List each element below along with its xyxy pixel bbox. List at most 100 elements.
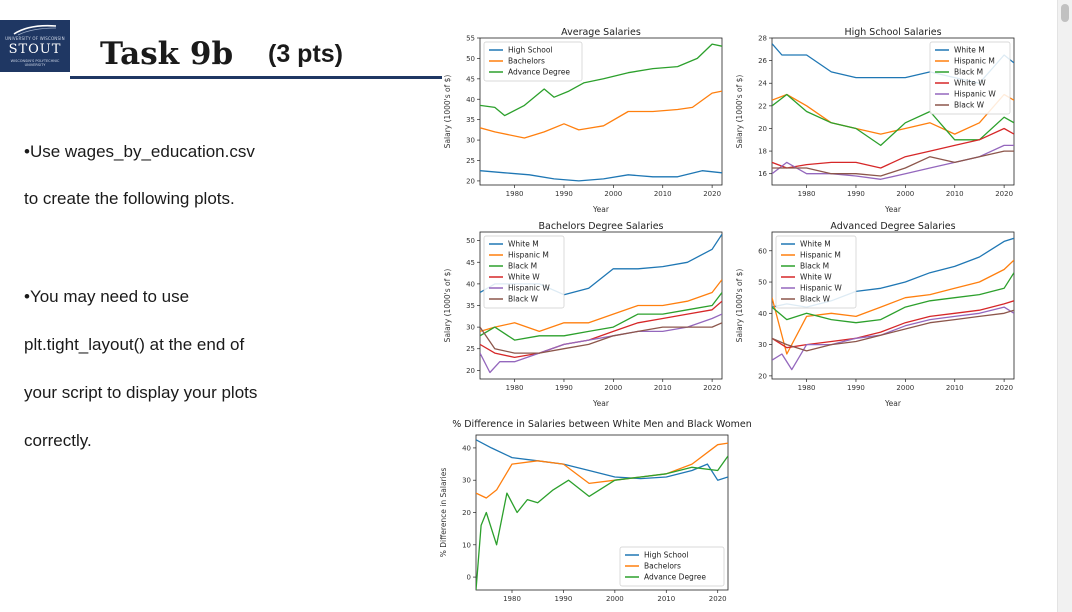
y-tick-label: 30 xyxy=(466,324,475,332)
series-line xyxy=(476,439,728,481)
x-tick-label: 2020 xyxy=(995,384,1013,392)
y-axis-label: Salary (1000's of $) xyxy=(735,75,744,149)
y-tick-label: 20 xyxy=(466,367,475,375)
legend-label: White M xyxy=(800,240,831,249)
x-tick-label: 1980 xyxy=(798,384,816,392)
plot-title: Advanced Degree Salaries xyxy=(830,221,955,232)
x-tick-label: 2010 xyxy=(654,384,672,392)
bullet-line-5: your script to display your plots xyxy=(24,383,258,402)
y-axis-label: Salary (1000's of $) xyxy=(443,269,452,343)
logo-swoosh-icon xyxy=(13,24,57,36)
plot-title: High School Salaries xyxy=(844,27,941,38)
series-line xyxy=(480,292,722,341)
x-tick-label: 1990 xyxy=(847,384,865,392)
y-tick-label: 50 xyxy=(466,55,475,63)
y-tick-label: 50 xyxy=(758,279,767,287)
y-tick-label: 20 xyxy=(758,125,767,133)
legend-label: Bachelors xyxy=(508,57,545,66)
y-tick-label: 55 xyxy=(466,35,475,43)
stout-logo: UNIVERSITY OF WISCONSIN STOUT WISCONSIN'… xyxy=(0,20,70,72)
legend-label: Black W xyxy=(508,295,539,304)
legend-label: Advance Degree xyxy=(508,68,570,77)
series-line xyxy=(772,300,1014,349)
legend-box xyxy=(483,41,583,82)
series-line xyxy=(480,43,722,117)
x-tick-label: 2020 xyxy=(995,190,1013,198)
y-tick-label: 20 xyxy=(466,177,475,185)
legend-label: White M xyxy=(954,46,985,55)
legend-label: Hispanic W xyxy=(800,284,842,293)
legend-label: White W xyxy=(954,79,986,88)
x-tick-label: 1980 xyxy=(506,384,524,392)
legend-box xyxy=(483,235,565,309)
x-tick-label: 1980 xyxy=(798,190,816,198)
y-axis-label: % Difference in Salaries xyxy=(439,468,448,558)
series-line xyxy=(480,300,722,359)
legend-label: High School xyxy=(644,551,689,560)
vertical-scrollbar[interactable] xyxy=(1057,0,1072,612)
x-tick-label: 2000 xyxy=(604,190,622,198)
y-tick-label: 24 xyxy=(758,80,767,88)
y-tick-label: 40 xyxy=(758,310,767,318)
chart-average-salaries: Average Salaries 1980 1990 2000 2010 2020 20 25… xyxy=(440,24,730,220)
series-line xyxy=(772,144,1014,180)
legend-box xyxy=(775,235,857,309)
plot-title: Bachelors Degree Salaries xyxy=(538,221,663,232)
y-tick-label: 30 xyxy=(462,477,471,485)
chart-advanced-degree-salaries: Advanced Degree Salaries 1980 1990 2000 2010… xyxy=(732,218,1022,414)
y-tick-label: 16 xyxy=(758,170,767,178)
series-line xyxy=(480,279,722,333)
y-axis-label: Salary (1000's of $) xyxy=(735,269,744,343)
series-line xyxy=(772,259,1014,355)
bullet-line-2: to create the following plots. xyxy=(24,189,235,208)
x-tick-label: 2000 xyxy=(896,384,914,392)
series-line xyxy=(480,322,722,354)
y-tick-label: 30 xyxy=(758,341,767,349)
x-tick-label: 2020 xyxy=(709,595,727,603)
y-tick-label: 50 xyxy=(466,237,475,245)
chart-percent-difference-svg: % Difference in Salaries between White M… xyxy=(439,419,752,603)
x-tick-label: 1980 xyxy=(503,595,521,603)
legend-label: Hispanic M xyxy=(800,251,841,260)
legend-label: Black W xyxy=(954,101,985,110)
x-tick-label: 1990 xyxy=(847,190,865,198)
y-tick-label: 26 xyxy=(758,57,767,65)
slide-title: Task 9b xyxy=(100,36,234,72)
y-tick-label: 10 xyxy=(462,541,471,549)
legend-label: Hispanic M xyxy=(508,251,549,260)
y-tick-label: 45 xyxy=(466,259,475,267)
x-tick-label: 2010 xyxy=(946,190,964,198)
x-tick-label: 2020 xyxy=(703,190,721,198)
y-tick-label: 60 xyxy=(758,247,767,255)
legend-label: Hispanic M xyxy=(954,57,995,66)
bullet-line-1: •Use wages_by_education.csv xyxy=(24,142,255,161)
series-line xyxy=(772,272,1014,324)
legend-label: Advance Degree xyxy=(644,573,706,582)
series-line xyxy=(476,455,728,590)
y-tick-label: 18 xyxy=(758,148,767,156)
legend-label: Hispanic W xyxy=(508,284,550,293)
chart-advanced-degree-salaries-svg: Advanced Degree Salaries 1980 1990 2000 2010… xyxy=(735,221,1015,408)
x-tick-label: 2000 xyxy=(604,384,622,392)
legend-label: Hispanic W xyxy=(954,90,996,99)
scrollbar-thumb[interactable] xyxy=(1061,4,1069,22)
chart-bachelors-salaries: Bachelors Degree Salaries 1980 1990 2000 201… xyxy=(440,218,730,414)
x-tick-label: 2000 xyxy=(606,595,624,603)
legend-box xyxy=(929,41,1011,115)
y-tick-label: 40 xyxy=(462,444,471,452)
series-line xyxy=(772,127,1014,169)
bullet-line-6: correctly. xyxy=(24,431,92,450)
y-tick-label: 25 xyxy=(466,345,475,353)
y-tick-label: 40 xyxy=(466,96,475,104)
y-tick-label: 25 xyxy=(466,157,475,165)
legend-label: White W xyxy=(508,273,540,282)
x-axis-label: Year xyxy=(884,399,902,408)
x-tick-label: 2010 xyxy=(946,384,964,392)
y-axis-label: Salary (1000's of $) xyxy=(443,75,452,149)
chart-bachelors-salaries-svg: Bachelors Degree Salaries 1980 1990 2000 201… xyxy=(443,221,723,408)
x-tick-label: 2000 xyxy=(896,190,914,198)
series-line xyxy=(476,442,728,499)
y-tick-label: 45 xyxy=(466,75,475,83)
